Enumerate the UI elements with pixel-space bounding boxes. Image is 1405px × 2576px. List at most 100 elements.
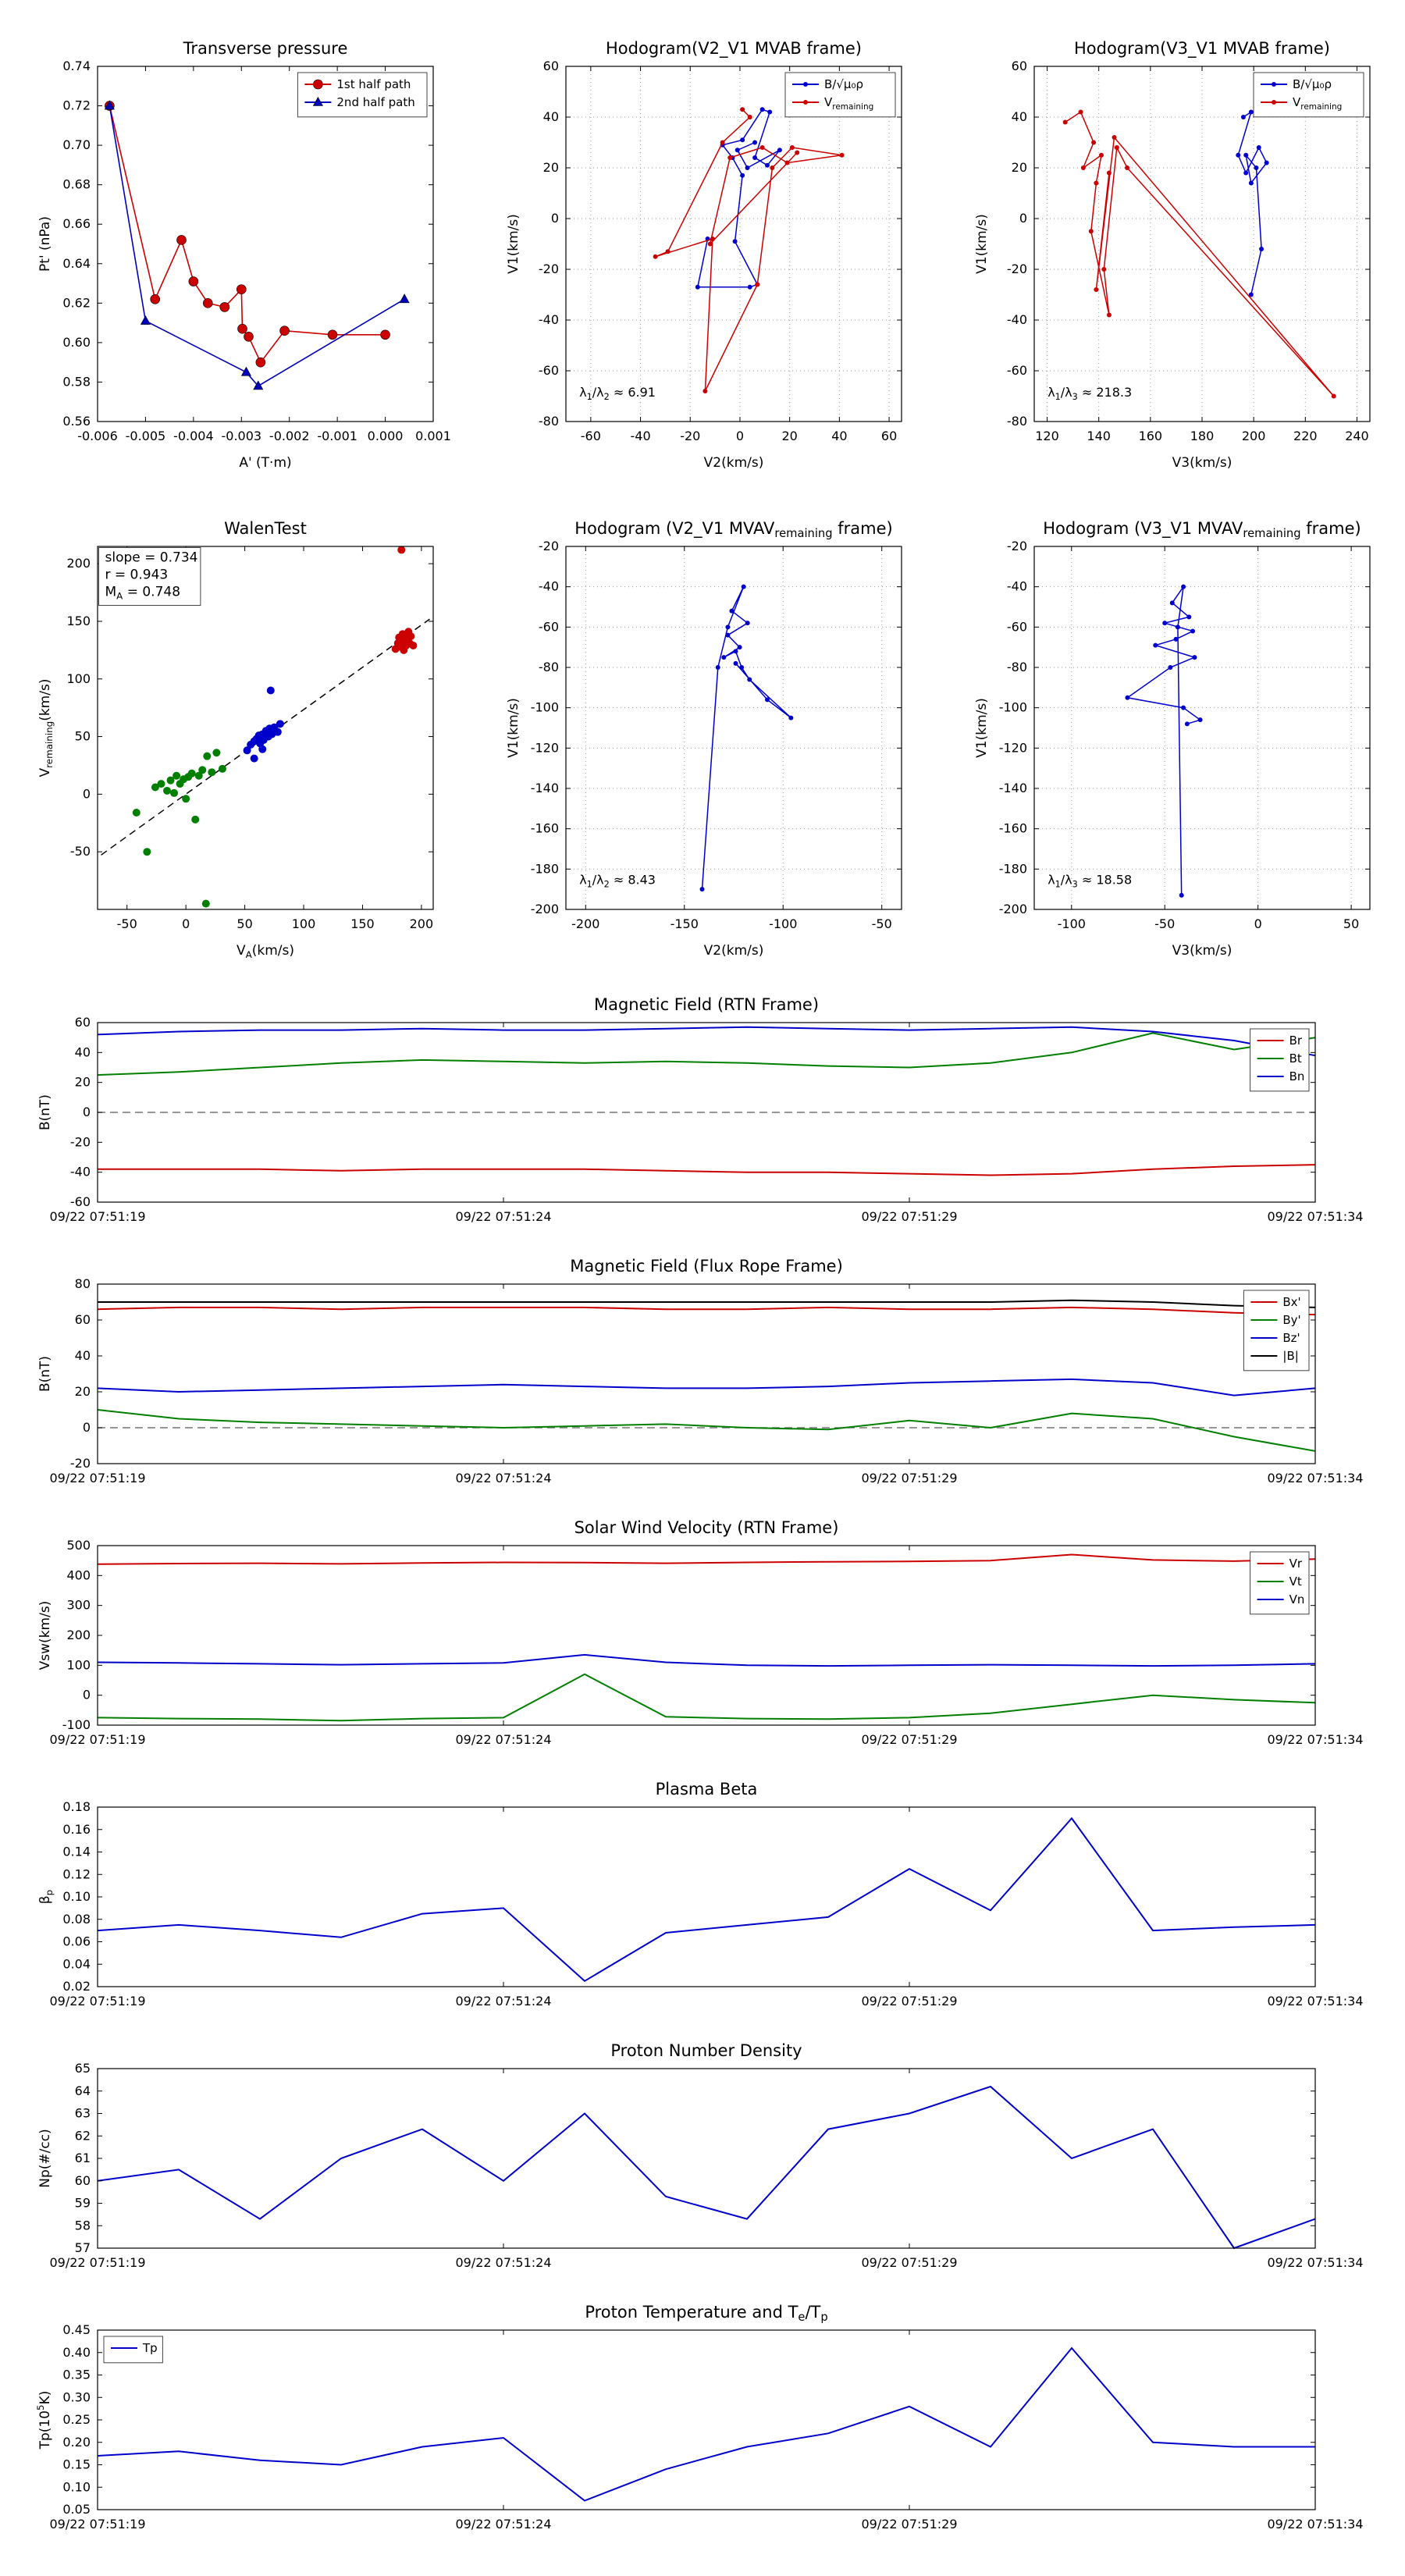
x-tick-label: 09/22 07:51:24 [455,1471,551,1485]
y-tick-label: -160 [999,821,1027,836]
y-tick-label: -20 [1007,262,1027,276]
series-2nd-half-path [108,105,405,387]
y-tick-label: 0.60 [62,335,91,350]
x-tick-label: 50 [237,916,252,931]
y-tick-label: 40 [543,109,559,124]
x-tick-label: 09/22 07:51:34 [1267,1732,1363,1747]
y-tick-label: 57 [75,2240,91,2255]
markers-2nd-half-path [104,100,410,390]
x-axis-label: V3(km/s) [1172,455,1232,471]
series-bx [97,1306,1316,1316]
x-tick-label: -100 [769,916,797,931]
y-tick-label: 60 [543,59,559,73]
panel-title: WalenTest [224,519,307,538]
panel-proton-temp: 09/22 07:51:19 09/22 07:51:24 09/22 07:51:… [35,2303,1364,2532]
y-tick-label: 0 [551,211,559,226]
y-axis-label: V1(km/s) [974,214,990,274]
x-tick-label: -20 [680,429,700,443]
panel-hodogram-v2v1-mvab: -60 -40 -20 0 20 40 60 -80 -60 -40 -20 0 20 40 60 Hodog… [506,39,902,471]
x-tick-label: 09/22 07:51:24 [455,1732,551,1747]
x-tick-label: 09/22 07:51:29 [861,1994,957,2008]
series-v-remaining [655,109,842,392]
y-tick-label: 0.10 [62,1889,91,1904]
y-tick-label: 0.64 [62,256,91,271]
x-tick-label: -100 [1058,916,1086,931]
y-tick-label: -60 [1007,363,1027,378]
series-b [98,1299,1316,1308]
y-tick-label: 0 [83,1105,91,1119]
y-tick-label: 40 [75,1348,91,1363]
y-tick-label: -50 [70,844,91,859]
y-tick-label: 0.10 [62,2479,91,2494]
x-tick-label: 0.000 [368,429,404,443]
y-tick-label: -100 [531,700,559,715]
y-tick-label: -40 [1007,579,1027,594]
panel-title: Proton Temperature and Te/Tp [585,2303,827,2324]
y-tick-label: 20 [75,1075,91,1090]
x-tick-label: 0 [182,916,190,931]
annotation: λ1/λ2 ≈ 6.91 [579,385,656,402]
x-tick-label: 09/22 07:51:24 [455,2517,551,2532]
panel-title: Hodogram(V3_V1 MVAB frame) [1074,39,1330,59]
y-tick-label: 0.30 [62,2389,91,2404]
series-b [1237,110,1268,295]
y-tick-label: -80 [539,660,559,674]
legend-label: Vremaining [824,95,873,112]
y-tick-label: 150 [66,614,91,628]
x-tick-label: 100 [292,916,316,931]
series-bt [97,1032,1316,1076]
x-tick-label: 09/22 07:51:24 [455,1994,551,2008]
y-axis-label: Vsw(km/s) [37,1601,53,1670]
y-tick-label: -160 [531,821,559,836]
panel-hodogram-v2v1-mvav: -200 -150 -100 -50 -200 -180 -160 -140 -120 -100 -… [506,519,902,959]
y-tick-label: 0.35 [62,2368,91,2382]
x-tick-label: 180 [1190,429,1215,443]
y-tick-label: 80 [75,1276,91,1291]
x-tick-label: 0.001 [415,429,451,443]
y-tick-label: -20 [539,262,559,276]
series-beta-p [97,1816,1316,1983]
y-tick-label: -80 [1007,660,1027,674]
y-tick-label: 200 [66,1628,91,1642]
y-axis-label: V1(km/s) [506,214,521,274]
markers-v-hodogram [1125,584,1203,898]
y-tick-label: -180 [999,861,1027,876]
legend-label: Vt [1289,1574,1302,1589]
y-tick-label: 0.74 [62,59,91,73]
y-tick-label: 400 [66,1567,91,1582]
y-tick-label: -40 [1007,312,1027,327]
legend-label: Br [1289,1034,1303,1048]
panel-title: Plasma Beta [656,1780,758,1799]
y-tick-label: -20 [1007,539,1027,553]
y-tick-label: 0.12 [62,1866,91,1881]
y-tick-label: 59 [75,2196,91,2211]
x-tick-label: 40 [831,429,847,443]
y-tick-label: 0.56 [62,414,91,429]
y-axis-label: B(nT) [37,1356,53,1392]
x-tick-label: 09/22 07:51:24 [455,1209,551,1224]
panel-b-rtn: 09/22 07:51:19 09/22 07:51:24 09/22 07:51:… [37,995,1364,1224]
stats-box: slope = 0.734 r = 0.943 MA = 0.748 [98,547,201,606]
y-tick-label: 0 [83,1420,91,1435]
stats-line: MA = 0.748 [105,585,181,602]
annotation: λ1/λ3 ≈ 218.3 [1048,385,1132,402]
series-by [97,1409,1316,1452]
y-tick-label: 0.04 [62,1956,91,1971]
x-tick-label: 09/22 07:51:34 [1267,2517,1363,2532]
legend-label: Vr [1289,1557,1303,1571]
x-tick-label: 220 [1293,429,1318,443]
y-axis-label: βp [37,1890,55,1904]
series-vt [97,1673,1316,1722]
y-tick-label: 500 [66,1538,91,1553]
legend-label: Bt [1289,1051,1302,1066]
y-tick-label: -20 [70,1134,91,1149]
x-tick-label: -50 [1154,916,1175,931]
markers-blue-cluster [243,686,284,763]
x-tick-label: 09/22 07:51:19 [49,2255,145,2270]
y-axis-label: B(nT) [37,1094,53,1130]
x-tick-label: -40 [630,429,650,443]
y-tick-label: 0.18 [62,1799,91,1814]
y-tick-label: 61 [75,2151,91,2165]
x-axis-label: A' (T·m) [239,455,291,471]
y-tick-label: 20 [1012,160,1027,175]
